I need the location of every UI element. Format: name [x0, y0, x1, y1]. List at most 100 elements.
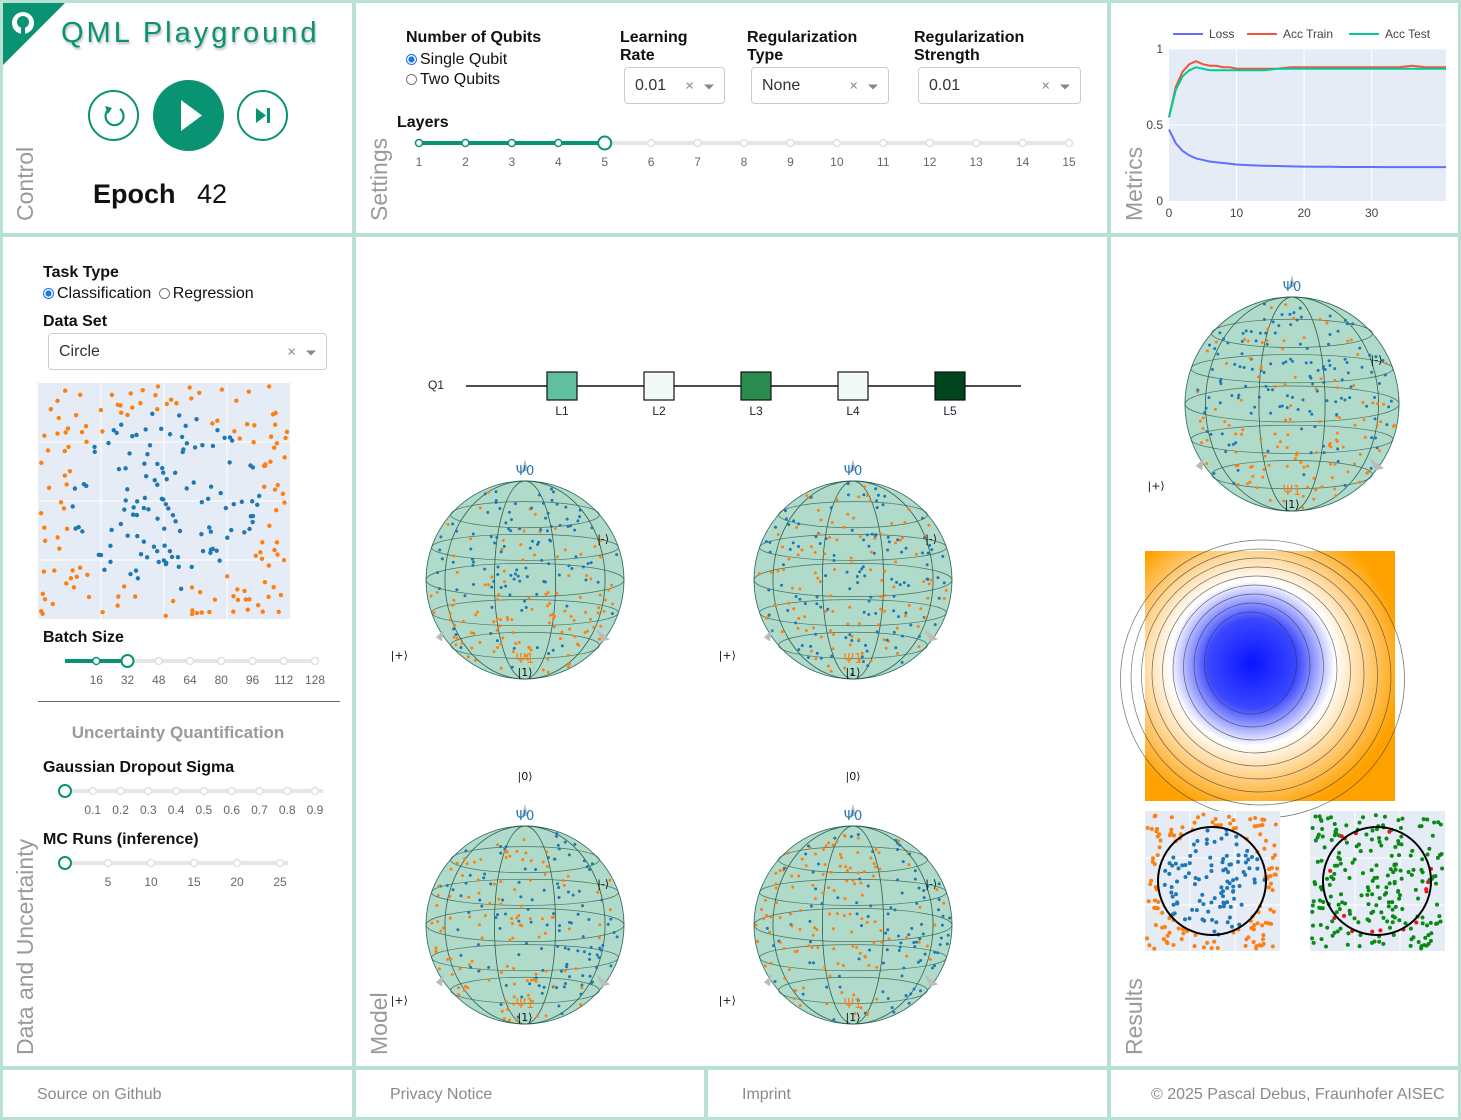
- gate-L4[interactable]: [837, 371, 869, 401]
- step-button[interactable]: [237, 90, 288, 141]
- slider-dot[interactable]: [103, 858, 113, 868]
- state-point: [1285, 406, 1289, 410]
- slider-dot[interactable]: [832, 138, 842, 148]
- clear-icon[interactable]: ×: [849, 77, 858, 94]
- layers-handle[interactable]: [597, 135, 613, 151]
- prediction-point: [1220, 894, 1225, 899]
- reset-button[interactable]: [88, 90, 139, 141]
- gate-L1[interactable]: [546, 371, 578, 401]
- slider-dot[interactable]: [255, 786, 264, 796]
- data-point: [272, 445, 277, 450]
- learning-rate-dropdown[interactable]: 0.01 ×: [624, 67, 725, 104]
- slider-dot[interactable]: [310, 656, 320, 666]
- slider-dot[interactable]: [1064, 138, 1074, 148]
- slider-handle[interactable]: [58, 784, 72, 798]
- slider-dot[interactable]: [786, 138, 795, 148]
- slider-dot[interactable]: [146, 858, 156, 868]
- gate-L3[interactable]: [740, 371, 772, 401]
- footer-imprint-link[interactable]: Imprint: [705, 1067, 1110, 1120]
- reg-type-dropdown[interactable]: None ×: [751, 67, 889, 104]
- state-point: [846, 482, 850, 486]
- task-option-regression[interactable]: Regression: [156, 285, 254, 302]
- slider-dot[interactable]: [217, 656, 226, 666]
- data-point: [62, 473, 68, 478]
- footer-copyright: © 2025 Pascal Debus, Fraunhofer AISEC: [1108, 1067, 1461, 1120]
- task-option-classification[interactable]: Classification: [43, 285, 151, 302]
- batch-size-slider[interactable]: 16 32 48 64 80 96 112 128: [53, 649, 333, 689]
- state-point: [1209, 432, 1213, 436]
- slider-dot[interactable]: [92, 656, 101, 666]
- slider-dot[interactable]: [282, 786, 292, 796]
- data-point: [225, 535, 230, 540]
- prediction-point: [1318, 817, 1323, 822]
- play-button[interactable]: [153, 80, 224, 151]
- footer-source-link[interactable]: Source on Github: [0, 1067, 355, 1120]
- state-point: [860, 893, 864, 897]
- slider-dot[interactable]: [88, 786, 98, 796]
- state-point: [844, 636, 848, 640]
- clear-icon[interactable]: ×: [685, 77, 694, 94]
- slider-dot[interactable]: [971, 138, 981, 148]
- state-point: [904, 614, 908, 618]
- data-point: [64, 526, 70, 532]
- data-point: [67, 468, 73, 474]
- reg-strength-dropdown[interactable]: 0.01 ×: [918, 67, 1081, 104]
- state-point: [850, 930, 854, 934]
- slider-dot[interactable]: [879, 138, 888, 148]
- slider-dot[interactable]: [1018, 138, 1027, 148]
- radio-selected-icon[interactable]: [43, 288, 54, 299]
- slider-dot[interactable]: [232, 858, 242, 868]
- slider-dot[interactable]: [185, 656, 195, 666]
- slider-dot[interactable]: [199, 786, 209, 796]
- qubit-option-single[interactable]: Single Qubit: [406, 51, 507, 69]
- slider-dot[interactable]: [646, 138, 656, 148]
- slider-dot[interactable]: [189, 858, 199, 868]
- slider-dot[interactable]: [144, 786, 153, 796]
- slider-dot[interactable]: [739, 138, 749, 148]
- slider-dot[interactable]: [248, 656, 257, 666]
- slider-dot[interactable]: [154, 656, 163, 666]
- slider-handle[interactable]: [58, 856, 72, 870]
- slider-dot[interactable]: [554, 138, 563, 148]
- state-point: [500, 547, 504, 551]
- slider-dot[interactable]: [227, 786, 236, 796]
- state-point: [467, 963, 471, 967]
- state-point: [813, 897, 817, 901]
- state-point: [1284, 418, 1288, 422]
- github-corner-icon[interactable]: [3, 3, 65, 65]
- gate-L5[interactable]: [934, 371, 966, 401]
- radio-selected-icon[interactable]: [406, 54, 417, 65]
- clear-icon[interactable]: ×: [1041, 77, 1050, 94]
- radio-icon[interactable]: [406, 74, 417, 85]
- footer-privacy-link[interactable]: Privacy Notice: [353, 1067, 707, 1120]
- batch-handle[interactable]: [120, 654, 135, 668]
- slider-dot[interactable]: [461, 138, 470, 148]
- dataset-dropdown[interactable]: Circle ×: [48, 333, 327, 370]
- gate-L2[interactable]: [643, 371, 675, 401]
- slider-dot[interactable]: [275, 858, 285, 868]
- slider-dot[interactable]: [925, 138, 934, 148]
- slider-dot[interactable]: [171, 786, 181, 796]
- state-point: [437, 884, 441, 888]
- mc-runs-slider[interactable]: 5 10 15 20 25: [53, 851, 333, 891]
- qubit-option-two[interactable]: Two Qubits: [406, 71, 500, 89]
- slider-dot[interactable]: [116, 786, 125, 796]
- radio-icon[interactable]: [158, 288, 170, 299]
- state-point: [879, 594, 883, 598]
- layers-slider[interactable]: 1 2 3 4 5 6 7 8 9 10 11 12 13 14 15: [396, 131, 1096, 179]
- slider-dot[interactable]: [693, 138, 702, 148]
- sigma-slider[interactable]: 0.1 0.2 0.3 0.4 0.5 0.6 0.7 0.8 0.9: [53, 779, 333, 819]
- state-point: [896, 934, 900, 938]
- state-point: [1343, 398, 1347, 402]
- longitude-line: [772, 825, 934, 1025]
- slider-dot[interactable]: [507, 138, 517, 148]
- slider-dot[interactable]: [414, 138, 424, 148]
- state-point: [472, 860, 476, 864]
- slider-dot[interactable]: [310, 786, 320, 796]
- state-point: [1334, 438, 1338, 442]
- clear-icon[interactable]: ×: [287, 343, 296, 360]
- slider-dot[interactable]: [279, 656, 288, 666]
- data-point: [155, 461, 160, 467]
- psi1-label: Ψ1: [516, 997, 535, 1012]
